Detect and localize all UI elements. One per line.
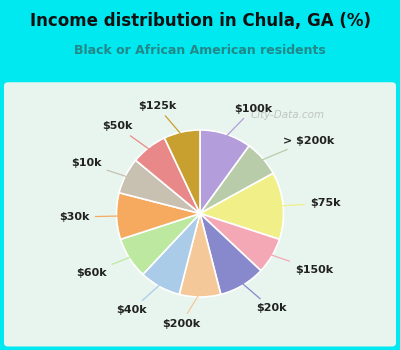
Text: $50k: $50k <box>102 121 149 149</box>
Wedge shape <box>136 138 200 214</box>
Text: $40k: $40k <box>116 285 160 315</box>
Text: $200k: $200k <box>162 295 200 329</box>
Wedge shape <box>119 160 200 214</box>
Text: City-Data.com: City-Data.com <box>251 111 325 120</box>
Text: $75k: $75k <box>282 198 340 208</box>
Text: $150k: $150k <box>271 255 333 275</box>
Text: Income distribution in Chula, GA (%): Income distribution in Chula, GA (%) <box>30 12 370 30</box>
Wedge shape <box>143 214 200 294</box>
Wedge shape <box>116 193 200 239</box>
Text: $20k: $20k <box>242 284 287 313</box>
Text: > $200k: > $200k <box>262 135 334 160</box>
Text: $10k: $10k <box>71 159 127 177</box>
Wedge shape <box>200 173 284 239</box>
Text: $125k: $125k <box>138 101 181 134</box>
FancyBboxPatch shape <box>4 82 396 346</box>
Wedge shape <box>200 130 249 214</box>
Wedge shape <box>200 214 280 271</box>
Wedge shape <box>164 130 200 214</box>
Wedge shape <box>200 214 261 294</box>
Text: $100k: $100k <box>226 104 272 136</box>
Text: $30k: $30k <box>60 212 118 222</box>
Text: Black or African American residents: Black or African American residents <box>74 44 326 57</box>
Text: $60k: $60k <box>76 257 130 278</box>
Wedge shape <box>120 214 200 274</box>
Wedge shape <box>200 146 273 214</box>
Wedge shape <box>179 214 221 297</box>
